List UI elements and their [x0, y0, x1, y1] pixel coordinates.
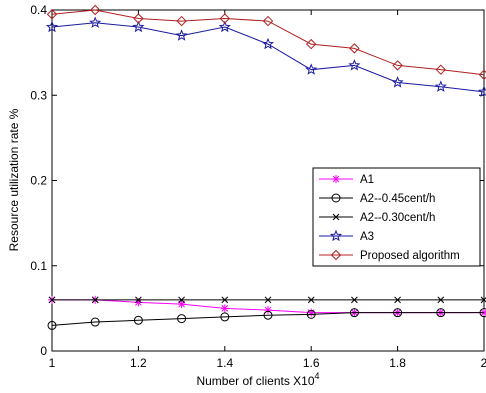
data-point	[434, 80, 447, 92]
series-line	[51, 312, 484, 326]
data-point	[46, 9, 58, 20]
data-point	[349, 43, 360, 54]
data-point	[263, 310, 273, 320]
data-point	[90, 317, 100, 327]
data-point	[392, 60, 403, 71]
series	[47, 308, 486, 330]
series	[46, 4, 486, 80]
data-point	[351, 296, 358, 304]
x-axis-label-exponent: 4	[315, 371, 320, 381]
legend-entry: A2--0.45cent/h	[319, 193, 435, 205]
data-point	[332, 175, 340, 183]
series-layer	[45, 4, 486, 330]
x-axis-label-text: Number of clients	[196, 374, 289, 388]
legend-label: A1	[360, 174, 374, 186]
legend-label: Proposed algorithm	[360, 250, 460, 262]
y-tick-label: 0.2	[30, 174, 47, 188]
data-point	[220, 304, 229, 313]
data-point	[176, 15, 187, 27]
data-point	[219, 13, 231, 24]
data-point	[262, 15, 274, 27]
y-tick-label: 0.1	[30, 259, 47, 273]
legend-label: A3	[360, 231, 374, 243]
series	[45, 16, 486, 97]
x-tick-label: 2	[481, 356, 486, 370]
data-point	[332, 213, 340, 221]
legend-label: A2--0.45cent/h	[360, 193, 435, 205]
data-point	[91, 296, 99, 304]
data-point	[132, 20, 145, 33]
x-tick-label: 1.2	[130, 356, 147, 370]
data-point	[305, 63, 318, 75]
data-point	[349, 308, 359, 318]
legend-entry: A3	[319, 229, 374, 243]
series-line	[51, 9, 485, 76]
data-point	[436, 308, 446, 318]
data-point	[331, 193, 341, 203]
x-tick-label: 1.8	[389, 356, 406, 370]
data-point	[133, 13, 144, 24]
x-tick-label: 1	[49, 356, 56, 370]
data-point	[218, 20, 231, 33]
data-point	[305, 38, 317, 50]
data-point	[135, 296, 142, 304]
y-tick-label: 0.4	[30, 3, 47, 17]
data-point	[306, 309, 316, 319]
data-point	[478, 69, 486, 80]
data-point	[178, 296, 185, 304]
legend-items: A1 A2--0.45cent/h A2--0.30cent/h A3 Proposed…	[319, 174, 460, 262]
x-axis-label-suffix: X10	[293, 374, 315, 388]
axis-ticks: 1 1.2 1.4 1.6 1.8 2 0 0.1 0.2 0.3 0.4	[30, 3, 486, 370]
data-point	[133, 315, 143, 325]
data-point	[177, 300, 186, 309]
data-point	[435, 64, 447, 75]
data-point	[437, 296, 445, 304]
data-point	[89, 16, 102, 28]
legend: A1 A2--0.45cent/h A2--0.30cent/h A3 Proposed…	[312, 167, 481, 267]
data-point	[175, 29, 188, 41]
legend-entry: A2--0.30cent/h	[319, 212, 435, 224]
data-point	[394, 296, 401, 304]
legend-entry: Proposed algorithm	[319, 249, 460, 262]
data-point	[47, 320, 57, 330]
data-point	[261, 37, 275, 50]
data-point	[348, 59, 361, 71]
data-point	[177, 314, 187, 324]
y-axis-label: Resource utilization rate %	[7, 108, 21, 251]
series	[48, 296, 486, 304]
data-point	[48, 296, 56, 304]
data-point	[329, 229, 343, 242]
data-point	[479, 308, 486, 318]
x-tick-label: 1.6	[303, 356, 320, 370]
data-point	[220, 312, 230, 322]
data-point	[221, 296, 229, 304]
data-point	[264, 296, 272, 304]
legend-entry: A1	[319, 174, 374, 186]
data-point	[307, 308, 316, 317]
data-point	[45, 20, 59, 33]
data-point	[330, 249, 342, 261]
data-point	[393, 308, 403, 318]
data-point	[391, 76, 404, 88]
data-point	[477, 85, 486, 97]
data-point	[89, 4, 101, 16]
x-axis-label: Number of clients X104	[196, 371, 319, 388]
series-line	[51, 22, 485, 93]
x-tick-label: 1.4	[216, 356, 233, 370]
y-tick-label: 0.3	[30, 88, 47, 102]
data-point	[480, 296, 486, 304]
data-point	[307, 296, 315, 304]
y-tick-label: 0	[40, 344, 47, 358]
legend-label: A2--0.30cent/h	[360, 212, 435, 224]
